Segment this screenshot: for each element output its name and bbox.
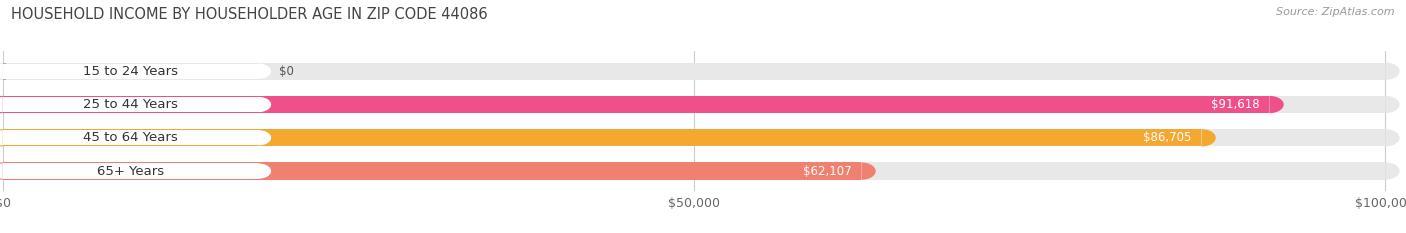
Polygon shape [1202,129,1216,147]
Polygon shape [1385,129,1399,147]
Polygon shape [0,162,3,180]
Bar [3,164,259,179]
Bar [3,96,1385,113]
Text: $0: $0 [280,65,294,78]
Polygon shape [259,97,271,112]
Polygon shape [0,130,3,145]
Polygon shape [0,162,3,180]
Bar [3,162,862,180]
Polygon shape [0,97,3,112]
Polygon shape [0,164,3,179]
Bar [3,129,1385,147]
Text: $86,705: $86,705 [1143,131,1192,144]
Bar [3,63,6,80]
Bar [3,96,1270,113]
Polygon shape [259,130,271,145]
Polygon shape [862,162,876,180]
Text: 65+ Years: 65+ Years [97,164,165,178]
Bar [3,63,1385,80]
Polygon shape [1385,63,1399,80]
Bar [3,97,259,112]
Bar [3,130,259,145]
Text: 15 to 24 Years: 15 to 24 Years [83,65,179,78]
Text: $62,107: $62,107 [803,164,852,178]
Text: 45 to 64 Years: 45 to 64 Years [83,131,179,144]
Polygon shape [259,164,271,179]
Polygon shape [0,96,3,113]
Polygon shape [0,129,3,147]
Polygon shape [1385,96,1399,113]
Text: 25 to 44 Years: 25 to 44 Years [83,98,179,111]
Bar [3,129,1202,147]
Text: $91,618: $91,618 [1211,98,1260,111]
Text: Source: ZipAtlas.com: Source: ZipAtlas.com [1277,7,1395,17]
Bar [3,64,259,79]
Polygon shape [0,64,3,79]
Polygon shape [1385,162,1399,180]
Polygon shape [0,96,3,113]
Bar [3,162,1385,180]
Polygon shape [259,64,271,79]
Polygon shape [0,63,3,80]
Text: HOUSEHOLD INCOME BY HOUSEHOLDER AGE IN ZIP CODE 44086: HOUSEHOLD INCOME BY HOUSEHOLDER AGE IN Z… [11,7,488,22]
Polygon shape [1270,96,1284,113]
Polygon shape [0,129,3,147]
